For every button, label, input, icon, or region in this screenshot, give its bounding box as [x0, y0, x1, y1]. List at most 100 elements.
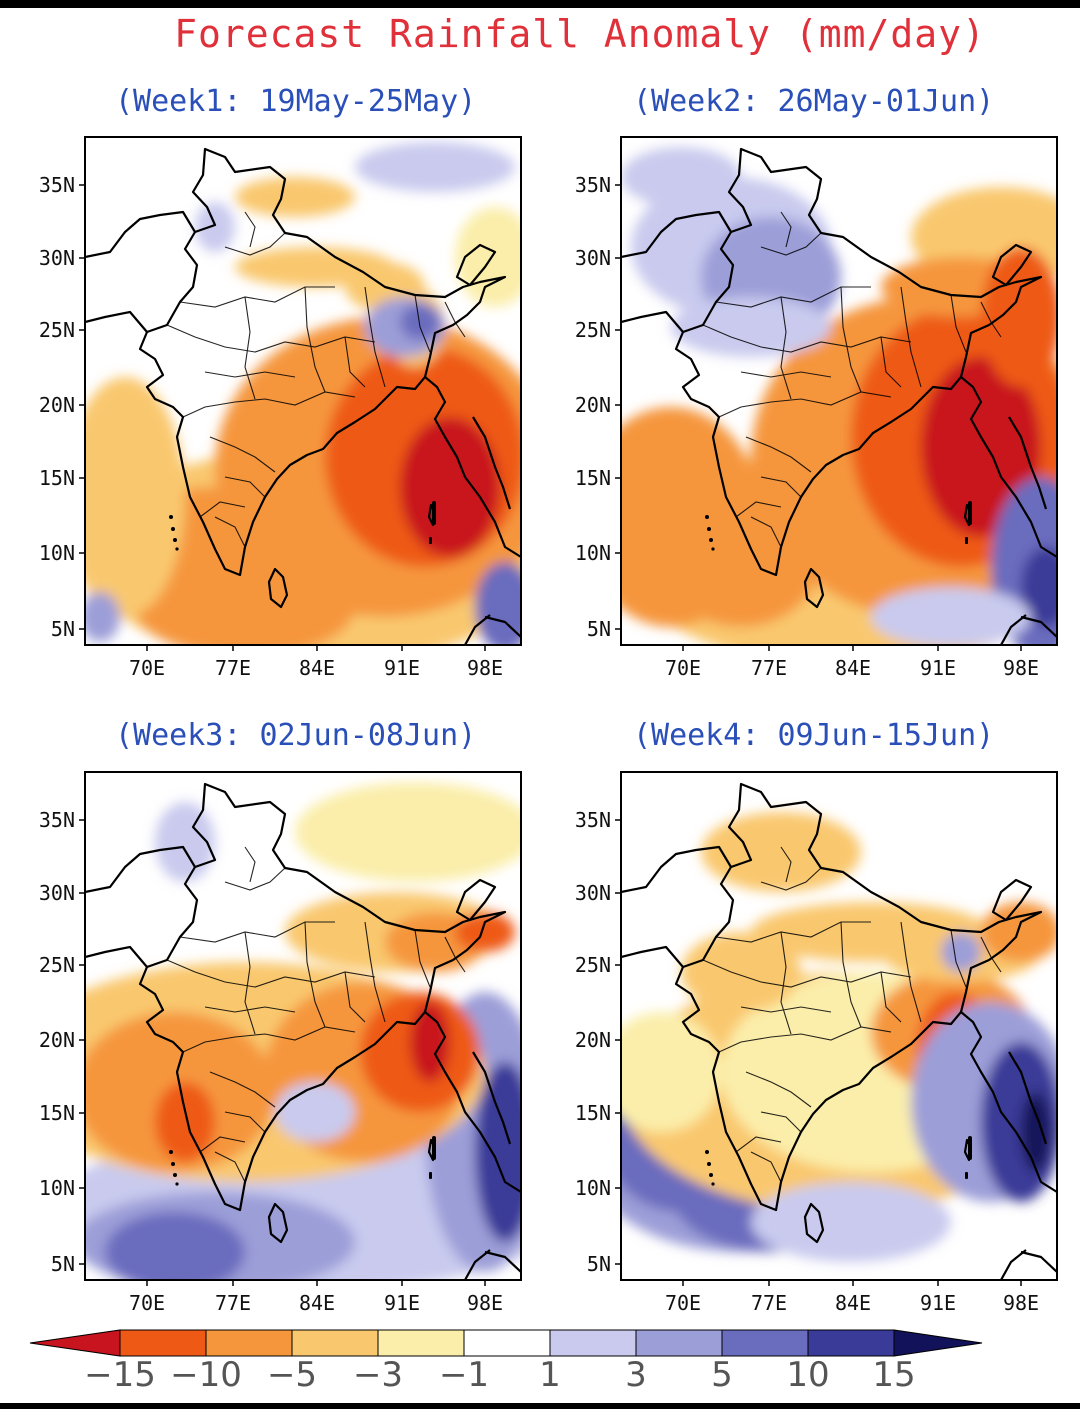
- anomaly-shade: [475, 562, 521, 645]
- lat-tick-label: 30N: [39, 881, 75, 905]
- colorbar-swatch: [205, 1329, 293, 1357]
- lat-tick-label: 30N: [575, 881, 611, 905]
- anomaly-shade: [85, 377, 185, 617]
- lat-tick-label: 10N: [39, 541, 75, 565]
- lat-tick-label: 5N: [51, 1252, 75, 1276]
- lat-tick-label: 10N: [575, 1176, 611, 1200]
- anomaly-shade: [475, 1062, 521, 1242]
- lon-tick-label: 91E: [920, 1291, 956, 1315]
- lat-tick-label: 5N: [587, 1252, 611, 1276]
- anomaly-shade: [105, 1212, 245, 1280]
- anomaly-shade: [1021, 547, 1057, 627]
- lat-tick-label: 35N: [39, 808, 75, 832]
- map-panel-week1: [85, 137, 521, 645]
- anomaly-shade: [661, 487, 821, 627]
- map-panel-week3: [85, 772, 521, 1280]
- lon-tick-label: 77E: [215, 656, 251, 680]
- lat-tick-label: 30N: [39, 246, 75, 270]
- colorbar-swatch: [549, 1329, 637, 1357]
- lat-tick-label: 5N: [51, 617, 75, 641]
- colorbar-label: −15: [84, 1355, 156, 1395]
- lat-tick-label: 15N: [575, 466, 611, 490]
- lon-tick-label: 84E: [299, 656, 335, 680]
- lon-tick-label: 77E: [751, 1291, 787, 1315]
- anomaly-shade: [871, 587, 1031, 645]
- top-border: [0, 0, 1080, 8]
- anomaly-shade: [941, 932, 981, 972]
- anomaly-shade: [135, 557, 355, 645]
- anomaly-field: [621, 147, 1057, 645]
- lon-tick-label: 70E: [665, 656, 701, 680]
- lat-tick-label: 35N: [575, 173, 611, 197]
- colorbar-arrow-low: [29, 1329, 121, 1357]
- anomaly-field: [85, 142, 521, 645]
- map-frame: [620, 136, 1058, 646]
- colorbar-swatch: [807, 1329, 895, 1357]
- map-frame: [84, 771, 522, 1281]
- anomaly-shade: [355, 142, 515, 192]
- colorbar-label: 3: [625, 1355, 647, 1395]
- lat-tick-label: 15N: [39, 1101, 75, 1125]
- anomaly-shade: [455, 912, 515, 952]
- colorbar-label: −3: [353, 1355, 403, 1395]
- lon-tick-label: 98E: [467, 1291, 503, 1315]
- lat-tick-label: 10N: [39, 1176, 75, 1200]
- bottom-border: [0, 1403, 1080, 1409]
- colorbar: −15 −10 −5 −3 −1 1 3 5 10 15: [29, 1329, 983, 1395]
- lat-tick-label: 35N: [575, 808, 611, 832]
- colorbar-swatch: [377, 1329, 465, 1357]
- panel-title-week1: (Week1: 19May-25May): [115, 84, 477, 119]
- panel-title-week3: (Week3: 02Jun-08Jun): [115, 718, 477, 753]
- colorbar-label: −5: [267, 1355, 317, 1395]
- map-panel-week2: [621, 137, 1057, 645]
- lat-tick-label: 20N: [39, 393, 75, 417]
- lon-tick-label: 91E: [384, 656, 420, 680]
- anomaly-shade: [400, 417, 500, 557]
- anomaly-shade: [155, 802, 215, 882]
- lon-tick-label: 84E: [299, 1291, 335, 1315]
- map-panel-week4: [621, 772, 1057, 1280]
- lon-tick-label: 77E: [751, 656, 787, 680]
- lat-tick-label: 25N: [575, 318, 611, 342]
- lon-tick-label: 98E: [467, 656, 503, 680]
- anomaly-shade: [400, 304, 440, 340]
- lat-tick-label: 25N: [39, 318, 75, 342]
- anomaly-shade: [621, 147, 741, 207]
- anomaly-shade: [1021, 1092, 1051, 1172]
- anomaly-shade: [681, 932, 801, 1012]
- lon-tick-label: 77E: [215, 1291, 251, 1315]
- lon-tick-label: 98E: [1003, 656, 1039, 680]
- map-frame: [84, 136, 522, 646]
- colorbar-label: −1: [439, 1355, 489, 1395]
- anomaly-shade: [455, 207, 521, 307]
- colorbar-label: 15: [872, 1355, 915, 1395]
- panel-title-week4: (Week4: 09Jun-15Jun): [633, 718, 995, 753]
- lon-tick-label: 84E: [835, 656, 871, 680]
- lat-tick-label: 20N: [575, 1028, 611, 1052]
- lon-tick-label: 84E: [835, 1291, 871, 1315]
- lat-tick-label: 25N: [39, 953, 75, 977]
- anomaly-shade: [155, 1082, 215, 1162]
- colorbar-swatch: [635, 1329, 723, 1357]
- lat-tick-label: 25N: [575, 953, 611, 977]
- lon-tick-label: 98E: [1003, 1291, 1039, 1315]
- colorbar-swatch: [119, 1329, 207, 1357]
- anomaly-shade: [701, 812, 861, 892]
- lon-tick-label: 70E: [665, 1291, 701, 1315]
- lat-tick-label: 15N: [575, 1101, 611, 1125]
- anomaly-shade: [195, 202, 235, 252]
- lat-tick-label: 5N: [587, 617, 611, 641]
- lon-tick-label: 91E: [384, 1291, 420, 1315]
- lon-tick-label: 70E: [129, 656, 165, 680]
- lat-tick-label: 10N: [575, 541, 611, 565]
- figure-title: Forecast Rainfall Anomaly (mm/day): [174, 12, 986, 56]
- lon-tick-label: 70E: [129, 1291, 165, 1315]
- lat-tick-label: 15N: [39, 466, 75, 490]
- anomaly-shade: [621, 1012, 721, 1132]
- colorbar-label: −10: [170, 1355, 242, 1395]
- colorbar-swatch: [721, 1329, 809, 1357]
- colorbar-label: 10: [786, 1355, 829, 1395]
- colorbar-label: 5: [711, 1355, 733, 1395]
- lon-tick-label: 91E: [920, 656, 956, 680]
